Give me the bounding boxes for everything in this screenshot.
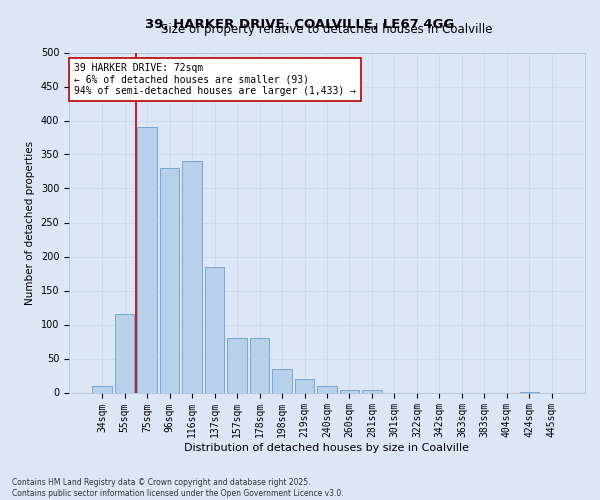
Bar bbox=[115, 314, 134, 392]
Bar bbox=[250, 338, 269, 392]
Y-axis label: Number of detached properties: Number of detached properties bbox=[25, 140, 35, 304]
Text: 39 HARKER DRIVE: 72sqm
← 6% of detached houses are smaller (93)
94% of semi-deta: 39 HARKER DRIVE: 72sqm ← 6% of detached … bbox=[74, 62, 356, 96]
Title: Size of property relative to detached houses in Coalville: Size of property relative to detached ho… bbox=[161, 23, 493, 36]
Text: 39, HARKER DRIVE, COALVILLE, LE67 4GG: 39, HARKER DRIVE, COALVILLE, LE67 4GG bbox=[145, 18, 455, 30]
Bar bbox=[317, 386, 337, 392]
Bar bbox=[227, 338, 247, 392]
Bar bbox=[272, 368, 292, 392]
Text: Contains HM Land Registry data © Crown copyright and database right 2025.
Contai: Contains HM Land Registry data © Crown c… bbox=[12, 478, 344, 498]
X-axis label: Distribution of detached houses by size in Coalville: Distribution of detached houses by size … bbox=[185, 443, 470, 453]
Bar bbox=[160, 168, 179, 392]
Bar bbox=[182, 162, 202, 392]
Bar bbox=[205, 266, 224, 392]
Bar bbox=[340, 390, 359, 392]
Bar bbox=[137, 128, 157, 392]
Bar bbox=[295, 379, 314, 392]
Bar bbox=[92, 386, 112, 392]
Bar bbox=[362, 390, 382, 392]
